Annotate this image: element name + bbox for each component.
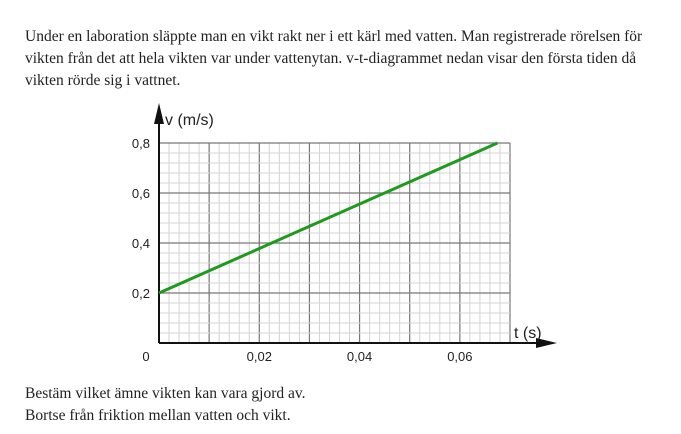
velocity-line <box>158 141 499 295</box>
x-tick-label: 0 <box>142 349 149 364</box>
y-tick-label: 0,2 <box>132 286 150 301</box>
problem-question: Bestäm vilket ämne vikten kan vara gjord… <box>25 383 665 427</box>
question-line: Bestäm vilket ämne vikten kan vara gjord… <box>25 385 306 402</box>
y-tick-label: 0,6 <box>132 186 150 201</box>
question-line: Bortse från friktion mellan vatten och v… <box>25 407 291 424</box>
y-tick-label: 0,8 <box>132 136 150 151</box>
y-axis-label: v (m/s) <box>165 112 214 129</box>
y-axis-arrow-icon <box>154 103 164 124</box>
x-tick-label: 0,04 <box>347 349 372 364</box>
x-axis-label: t (s) <box>514 325 542 342</box>
x-tick-label: 0,06 <box>447 349 472 364</box>
problem-intro: Under en laboration släppte man en vikt … <box>25 28 643 89</box>
x-axis-arrow-icon <box>536 338 557 348</box>
y-tick-label: 0,4 <box>132 236 150 251</box>
x-tick-label: 0,02 <box>247 349 272 364</box>
